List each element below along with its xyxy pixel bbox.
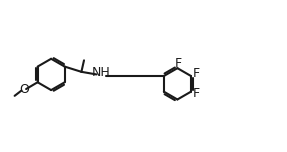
Text: O: O xyxy=(19,83,29,96)
Text: F: F xyxy=(193,67,200,80)
Text: F: F xyxy=(175,57,182,71)
Text: NH: NH xyxy=(92,66,110,79)
Text: F: F xyxy=(193,87,200,100)
